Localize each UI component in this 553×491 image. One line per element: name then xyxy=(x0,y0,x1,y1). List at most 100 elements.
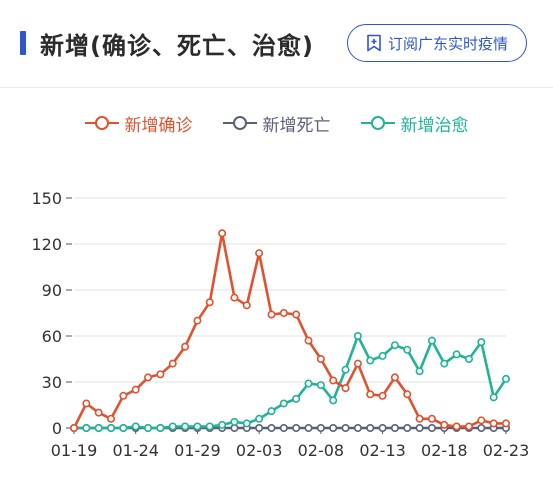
ytick-label-150: 150 xyxy=(31,189,62,208)
ytick-label-60: 60 xyxy=(42,327,62,346)
series-2-point-01-24 xyxy=(131,422,140,431)
card-header: 新增(确诊、死亡、治愈) 订阅广东实时疫情 xyxy=(0,0,553,88)
series-0-point-02-17 xyxy=(427,414,436,423)
series-0-point-02-12 xyxy=(366,390,375,399)
xtick-label-02-23: 02-23 xyxy=(483,441,530,460)
series-2-point-02-10 xyxy=(341,365,350,374)
series-2-point-02-02 xyxy=(242,419,251,428)
xtick-label-01-29: 01-29 xyxy=(174,441,221,460)
series-2-point-01-21 xyxy=(94,423,103,432)
series-2-point-02-11 xyxy=(353,331,362,340)
series-0-point-02-14 xyxy=(390,373,399,382)
legend-item-deaths[interactable]: 新增死亡 xyxy=(222,111,331,136)
series-0-point-02-10 xyxy=(341,384,350,393)
series-2-point-02-12 xyxy=(366,356,375,365)
series-0-point-02-03 xyxy=(255,249,264,258)
series-2-point-01-29 xyxy=(193,422,202,431)
series-1-point-02-12 xyxy=(366,423,375,432)
xtick-label-01-24: 01-24 xyxy=(112,441,159,460)
chart-legend: 新增确诊 新增死亡 新增治愈 xyxy=(0,108,553,138)
xtick-label-02-03: 02-03 xyxy=(236,441,283,460)
series-2-point-02-18 xyxy=(440,359,449,368)
series-2-point-02-09 xyxy=(329,396,338,405)
series-1-point-02-07 xyxy=(304,423,313,432)
subscribe-button[interactable]: 订阅广东实时疫情 xyxy=(347,24,527,62)
series-2-point-01-25 xyxy=(144,423,153,432)
series-0-point-02-13 xyxy=(378,391,387,400)
ytick-label-120: 120 xyxy=(31,235,62,254)
series-2-point-02-19 xyxy=(452,350,461,359)
legend-item-recovered[interactable]: 新增治愈 xyxy=(360,111,469,136)
series-2-point-01-26 xyxy=(156,423,165,432)
bookmark-plus-icon xyxy=(367,34,381,52)
series-0-point-02-23 xyxy=(501,419,510,428)
series-0-point-02-11 xyxy=(353,359,362,368)
series-0-point-01-30 xyxy=(205,298,214,307)
series-1-point-02-15 xyxy=(403,423,412,432)
series-0-point-02-19 xyxy=(452,422,461,431)
series-1-point-02-04 xyxy=(267,423,276,432)
series-0-point-02-09 xyxy=(329,376,338,385)
legend-item-confirmed[interactable]: 新增确诊 xyxy=(84,111,193,136)
series-0-point-02-02 xyxy=(242,301,251,310)
series-0-point-01-28 xyxy=(181,342,190,351)
series-2-point-01-20 xyxy=(82,423,91,432)
series-2-point-01-31 xyxy=(218,420,227,429)
series-0-point-01-27 xyxy=(168,359,177,368)
series-0-point-01-25 xyxy=(144,373,153,382)
title-accent-bar xyxy=(20,31,26,55)
series-0-point-01-26 xyxy=(156,370,165,379)
series-2-point-02-06 xyxy=(292,394,301,403)
xtick-label-01-19: 01-19 xyxy=(51,441,98,460)
series-1-point-02-10 xyxy=(341,423,350,432)
series-1-point-02-05 xyxy=(279,423,288,432)
xtick-label-02-13: 02-13 xyxy=(359,441,406,460)
series-2-point-02-16 xyxy=(415,367,424,376)
series-2-point-02-15 xyxy=(403,345,412,354)
series-2-point-02-04 xyxy=(267,407,276,416)
series-2-point-02-14 xyxy=(390,341,399,350)
series-0-point-01-31 xyxy=(218,229,227,238)
xtick-label-02-08: 02-08 xyxy=(298,441,345,460)
series-0-point-02-06 xyxy=(292,310,301,319)
legend-marker-recovered xyxy=(360,116,395,130)
series-2-point-02-13 xyxy=(378,351,387,360)
series-2-point-02-07 xyxy=(304,379,313,388)
series-0-point-02-20 xyxy=(464,422,473,431)
series-0-point-01-23 xyxy=(119,391,128,400)
ytick-label-90: 90 xyxy=(42,281,62,300)
series-0-point-02-08 xyxy=(316,354,325,363)
series-0-point-02-01 xyxy=(230,293,239,302)
series-1-point-02-16 xyxy=(415,423,424,432)
series-1-point-02-08 xyxy=(316,423,325,432)
series-line-0 xyxy=(72,232,506,429)
legend-label-deaths: 新增死亡 xyxy=(262,115,331,136)
series-2-point-02-20 xyxy=(464,354,473,363)
series-2-point-02-22 xyxy=(489,393,498,402)
series-1-point-02-21 xyxy=(477,423,486,432)
series-1-point-02-17 xyxy=(427,423,436,432)
series-1-point-02-06 xyxy=(292,423,301,432)
series-0-point-01-24 xyxy=(131,385,140,394)
legend-marker-deaths xyxy=(222,116,257,130)
series-0-point-01-22 xyxy=(107,414,116,423)
series-2-point-01-28 xyxy=(181,422,190,431)
series-1-point-02-03 xyxy=(255,423,264,432)
series-0-point-02-22 xyxy=(489,419,498,428)
series-2-point-01-30 xyxy=(205,422,214,431)
legend-label-recovered: 新增治愈 xyxy=(400,115,469,136)
series-2-point-02-03 xyxy=(255,414,264,423)
series-0-point-01-20 xyxy=(82,399,91,408)
series-0-point-02-16 xyxy=(415,414,424,423)
series-1-point-02-11 xyxy=(353,423,362,432)
series-0-point-01-21 xyxy=(94,408,103,417)
series-1-point-02-13 xyxy=(378,423,387,432)
xtick-label-02-18: 02-18 xyxy=(421,441,468,460)
series-0-point-02-04 xyxy=(267,310,276,319)
series-2-point-02-21 xyxy=(477,338,486,347)
subscribe-label: 订阅广东实时疫情 xyxy=(387,34,508,53)
series-0-point-02-21 xyxy=(477,416,486,425)
series-2-point-02-01 xyxy=(230,417,239,426)
